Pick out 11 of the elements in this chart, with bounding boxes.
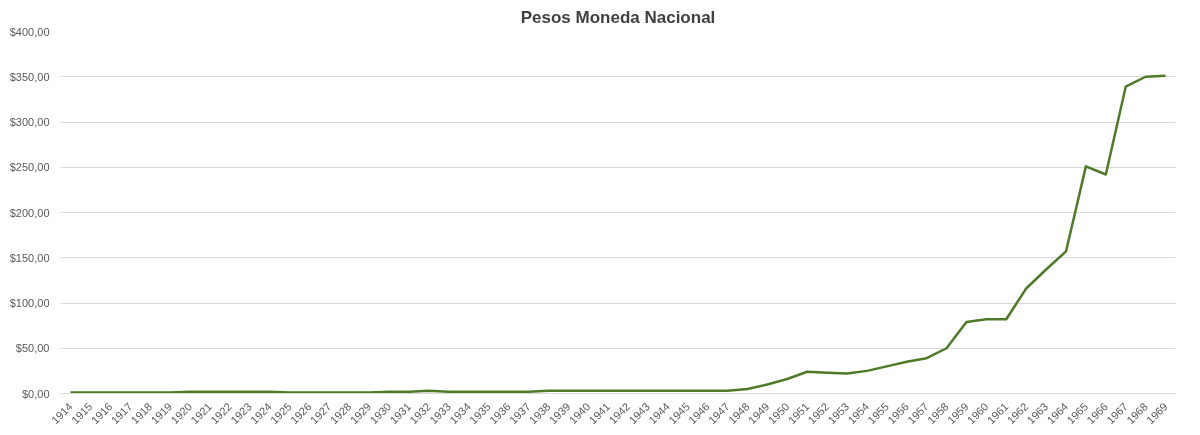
y-tick-label: $200,00 — [9, 206, 50, 219]
y-tick-label: $0,00 — [21, 387, 50, 400]
y-tick-label: $100,00 — [9, 297, 50, 309]
y-tick-label: $350,00 — [9, 70, 50, 83]
y-tick-label: $300,00 — [9, 116, 50, 128]
chart-title: Pesos Moneda Nacional — [520, 7, 716, 27]
y-tick-label: $150,00 — [9, 251, 50, 264]
y-tick-label: $250,00 — [9, 161, 50, 174]
y-tick-label: $400,00 — [9, 25, 50, 38]
line-series — [69, 74, 1167, 394]
y-tick-label: $50,00 — [15, 342, 50, 355]
